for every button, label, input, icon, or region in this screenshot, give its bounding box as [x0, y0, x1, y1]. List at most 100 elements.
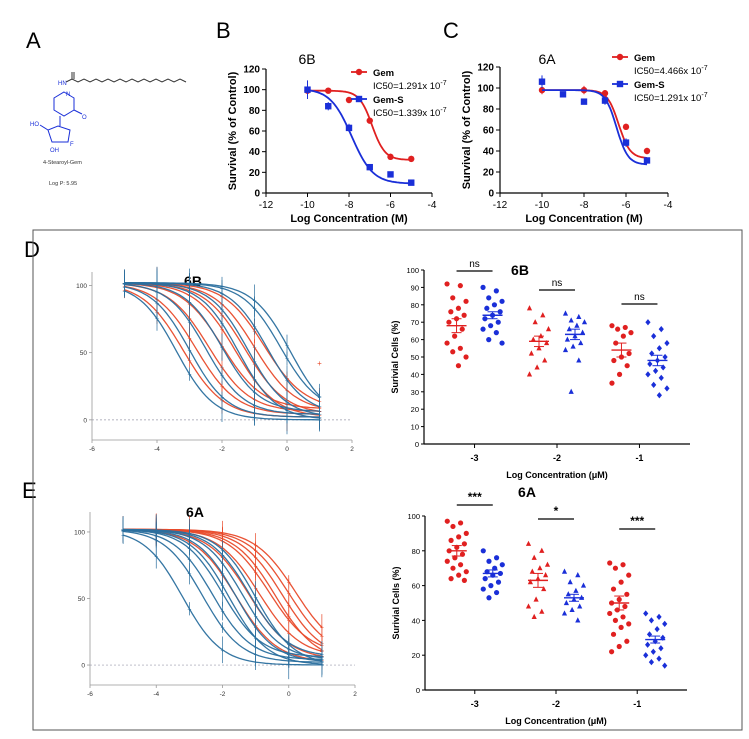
scatter-point	[615, 326, 621, 332]
blue-point: +	[254, 595, 258, 602]
scatter-point	[616, 371, 623, 377]
scatter-point	[649, 350, 655, 357]
scatter-point	[618, 579, 624, 585]
y-tick-label: 80	[483, 105, 495, 116]
y-axis-label: Surivial Cells (%)	[391, 566, 401, 639]
blue-point: +	[187, 571, 191, 578]
y-tick-label: 40	[411, 370, 419, 379]
blue-point: +	[220, 345, 224, 352]
scatter-point	[486, 595, 492, 601]
y-tick-label: 120	[243, 65, 260, 76]
data-point-gem-s	[622, 139, 630, 146]
scatter-point	[456, 534, 462, 540]
x-tick-label: -6	[386, 200, 395, 211]
scatter-point	[455, 305, 462, 311]
scatter-point	[444, 340, 450, 346]
scatter-point	[457, 520, 464, 526]
x-tick-label: 2	[350, 446, 354, 453]
scatter-point	[578, 339, 584, 346]
scatter-point	[658, 326, 664, 333]
red-point: +	[187, 358, 191, 365]
scatter-point	[626, 621, 632, 627]
y-axis-label: Surivial Cells (%)	[390, 320, 400, 393]
scatter-point	[493, 288, 499, 294]
scatter-point	[645, 319, 651, 326]
molecule-logp: Log P: 5.95	[49, 181, 77, 187]
scatter-point	[656, 345, 662, 352]
scatter-point	[543, 572, 549, 578]
blue-point: +	[187, 372, 191, 379]
scatter-point	[613, 340, 619, 346]
data-point-gem	[366, 117, 373, 124]
x-tick-label: -8	[580, 200, 589, 211]
scatter-point	[452, 333, 458, 339]
red-point: +	[287, 579, 291, 586]
data-point-gem-s	[408, 179, 415, 186]
legend-ic50: IC50=4.466x 10-7	[634, 65, 708, 77]
scatter-point	[463, 569, 469, 575]
scatter-point	[658, 645, 664, 652]
legend-marker	[355, 95, 363, 103]
scatter-point	[654, 625, 660, 633]
panel-label-d: D	[24, 237, 40, 262]
scatter-point	[499, 340, 505, 346]
red-point: +	[254, 543, 258, 550]
scatter-point	[612, 617, 619, 624]
blue-point: +	[220, 647, 224, 654]
scatter-point	[662, 620, 668, 627]
x-axis-label: Log Concentration (M)	[525, 213, 643, 225]
red-point: +	[220, 327, 224, 334]
chart-title: 6A	[186, 504, 204, 520]
blue-point: +	[220, 609, 224, 616]
scatter-point	[531, 613, 537, 619]
x-tick-label: -12	[259, 200, 274, 211]
chart-title: 6A	[538, 51, 556, 67]
y-tick-label: 20	[411, 405, 419, 414]
hydroxymethyl-bond	[39, 124, 49, 131]
blue-point: +	[154, 528, 158, 535]
scatter-point	[461, 577, 467, 583]
scatter-point	[480, 548, 486, 554]
scatter-point	[610, 586, 617, 592]
data-point-gem	[345, 96, 353, 104]
blue-point: +	[220, 373, 224, 380]
legend-ic50: IC50=1.339x 10-7	[373, 107, 447, 119]
blue-point: +	[220, 583, 224, 590]
blue-point: +	[252, 298, 256, 305]
blue-point: +	[252, 390, 256, 397]
blue-point: +	[220, 591, 224, 598]
scatter-point	[658, 374, 664, 381]
scatter-point	[656, 613, 662, 621]
chart-title: 6B	[298, 51, 315, 67]
chart-title: 6A	[518, 484, 536, 500]
atom-o: O	[82, 115, 87, 121]
legend-marker	[616, 80, 624, 88]
scatter-point	[528, 350, 534, 356]
x-tick-label: -6	[622, 200, 631, 211]
significance-label: *	[554, 504, 559, 518]
panel-label-b: B	[216, 18, 231, 43]
scatter-point	[526, 305, 533, 311]
significance-label: ns	[552, 278, 563, 289]
data-point-gem-s	[345, 124, 353, 132]
y-tick-label: 0	[416, 686, 420, 695]
significance-label: ns	[634, 292, 645, 303]
scatter-point	[618, 624, 624, 630]
y-tick-label: 0	[83, 417, 87, 424]
blue-point: +	[121, 527, 125, 534]
blue-point: +	[220, 561, 224, 568]
scatter-point	[568, 317, 574, 323]
ic50-exponent: -7	[701, 92, 707, 99]
y-tick-label: 50	[78, 596, 86, 603]
scatter-point	[580, 582, 587, 588]
scatter-point	[563, 599, 569, 606]
y-tick-label: 100	[74, 529, 85, 536]
ring-carbonyl	[73, 109, 83, 115]
scatter-point	[651, 381, 657, 388]
y-tick-label: 100	[76, 283, 87, 290]
red-point: +	[220, 530, 224, 537]
legend-ic50: IC50=1.291x 10-7	[634, 92, 708, 104]
data-point-gem-s	[304, 86, 311, 93]
x-tick-label: -2	[219, 446, 225, 453]
